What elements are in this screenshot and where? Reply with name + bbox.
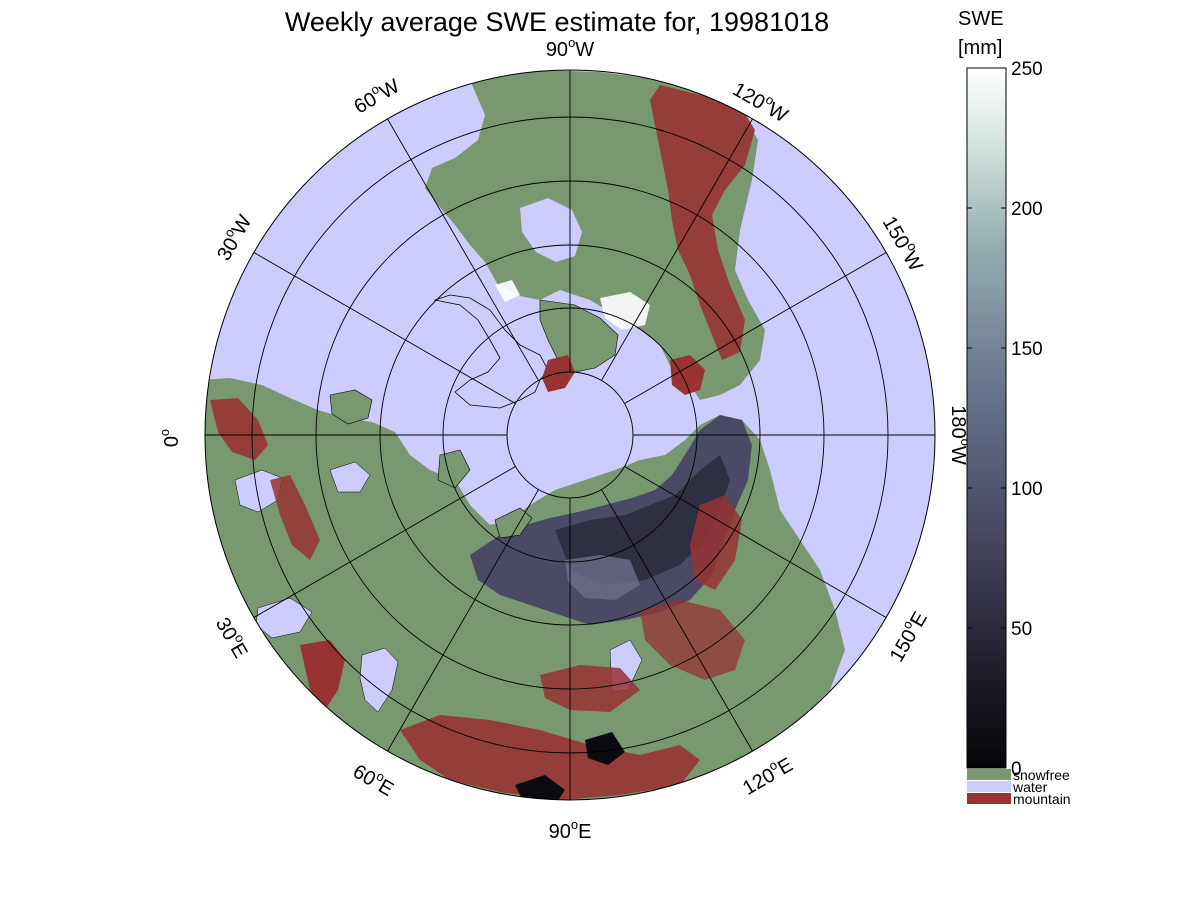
meridian-line <box>253 466 516 618</box>
far-east-mountains <box>640 600 745 680</box>
lon-label-0: 0o <box>157 429 183 447</box>
colorbar: SWE [mm] 0 50 100 150 200 250 <box>958 8 1043 780</box>
legend-label-mountain: mountain <box>1013 791 1071 807</box>
colorbar-tick-label: 150 <box>1011 339 1043 360</box>
canadian-archipelago <box>539 299 619 373</box>
svalbard <box>329 389 373 425</box>
caspian-sea <box>359 647 399 713</box>
legend-swatch-mountain <box>967 793 1011 804</box>
siberia-snow-light <box>565 555 640 600</box>
tibet-snow-2 <box>585 732 625 765</box>
lon-label-30w: 30oW <box>210 209 257 264</box>
lon-label-120e: 120oE <box>737 750 797 799</box>
novaya-zemlya <box>437 449 471 489</box>
rocky-mountains <box>650 85 755 360</box>
alaska-range <box>670 355 705 395</box>
lon-label-60e: 60oE <box>349 757 399 801</box>
colorbar-title-line1: SWE <box>958 8 1004 30</box>
caucasus-mountains <box>300 640 345 710</box>
legend-swatch-snowfree <box>967 769 1011 780</box>
legend-label-water: water <box>1012 779 1048 795</box>
meridian-line <box>601 118 753 381</box>
archipelago-mountain <box>542 355 575 392</box>
colorbar-ticks: 0 50 100 150 200 250 <box>967 59 1043 780</box>
lon-label-90w: 90oW <box>546 35 594 61</box>
severnaya-zemlya <box>494 507 533 539</box>
meridian-line <box>624 466 887 618</box>
meridian-line <box>387 489 539 752</box>
colorbar-tick-label: 100 <box>1011 479 1043 500</box>
colorbar-tick-label: 250 <box>1011 59 1043 80</box>
meridian-line <box>601 489 753 752</box>
hudson-bay <box>520 198 582 262</box>
white-sea <box>329 461 371 493</box>
canada-snow <box>600 292 650 330</box>
lon-label-180w: 180oW <box>947 405 973 465</box>
colorbar-tick-label: 0 <box>1011 759 1022 780</box>
legend-label-snowfree: snowfree <box>1013 767 1070 783</box>
central-asia-mountains <box>400 715 700 800</box>
map-border <box>204 69 936 801</box>
lon-label-150e: 150oE <box>882 606 931 666</box>
polar-map <box>205 70 935 800</box>
category-legend: snowfree water mountain <box>967 767 1071 807</box>
greenland-snow-fringe <box>495 280 520 302</box>
greenland-outline <box>433 294 549 409</box>
colorbar-tick-label: 50 <box>1011 619 1032 640</box>
ural-mountains <box>270 475 320 560</box>
lon-label-60w: 60oW <box>349 72 404 119</box>
siberia-snow-deep <box>555 455 730 585</box>
colorbar-title-line2: [mm] <box>958 37 1002 59</box>
legend-swatch-water <box>967 781 1011 792</box>
meridian-line <box>387 118 539 381</box>
scandes-mountains <box>210 398 268 460</box>
map-title: Weekly average SWE estimate for, 1998101… <box>285 7 829 37</box>
colorbar-gradient <box>966 67 1007 769</box>
east-siberia-mountains <box>690 495 742 590</box>
meridian-lines <box>205 70 935 800</box>
meridian-line <box>624 252 887 404</box>
lon-label-90e: 90oE <box>549 817 592 843</box>
meridian-line <box>253 252 516 404</box>
lon-label-30e: 30oE <box>211 612 255 662</box>
colorbar-tick-label: 200 <box>1011 199 1043 220</box>
